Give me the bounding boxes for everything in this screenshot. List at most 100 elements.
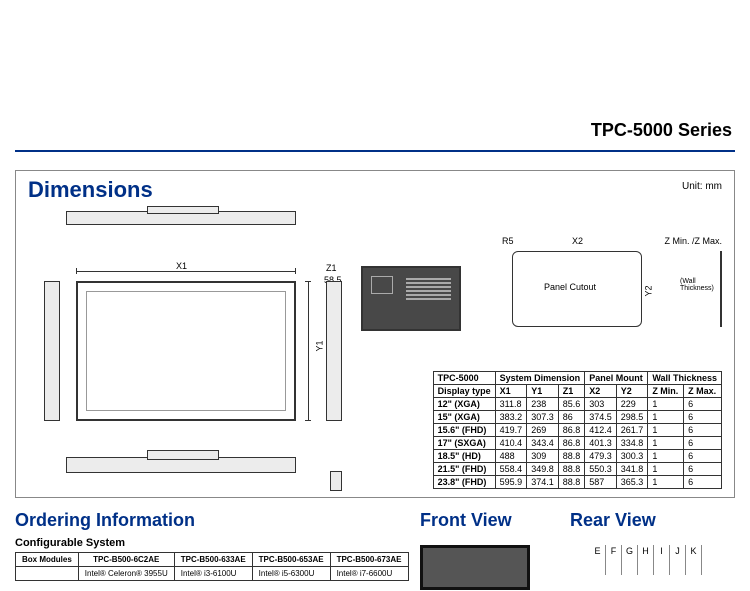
z1-label: Z1 bbox=[326, 263, 337, 273]
table-row: 21.5" (FHD)558.4349.888.8550.3341.816 bbox=[433, 463, 721, 476]
cell: 374.1 bbox=[527, 476, 559, 489]
cell: 6 bbox=[684, 437, 722, 450]
cell: 303 bbox=[585, 398, 617, 411]
wall-thickness-label: (Wall Thickness) bbox=[680, 278, 730, 292]
bottom-profile-drawing bbox=[66, 457, 296, 473]
cell: 401.3 bbox=[585, 437, 617, 450]
cell: 374.5 bbox=[585, 411, 617, 424]
legend-letter: H bbox=[638, 545, 654, 575]
cell: 1 bbox=[648, 437, 684, 450]
table-row: Display typeX1Y1Z1X2Y2Z Min.Z Max. bbox=[433, 385, 721, 398]
cell: 1 bbox=[648, 450, 684, 463]
cell: 6 bbox=[684, 463, 722, 476]
cell: 488 bbox=[495, 450, 527, 463]
cell: 229 bbox=[616, 398, 648, 411]
cell: 341.8 bbox=[616, 463, 648, 476]
cell: 410.4 bbox=[495, 437, 527, 450]
cell: 15" (XGA) bbox=[433, 411, 495, 424]
table-row: 23.8" (FHD)595.9374.188.8587365.316 bbox=[433, 476, 721, 489]
cell: 298.5 bbox=[616, 411, 648, 424]
cell: 238 bbox=[527, 398, 559, 411]
th: X1 bbox=[495, 385, 527, 398]
y1-label: Y1 bbox=[315, 340, 325, 351]
cell: 309 bbox=[527, 450, 559, 463]
cell: 587 bbox=[585, 476, 617, 489]
rear-vents bbox=[406, 278, 451, 304]
zminmax-label: Z Min. /Z Max. bbox=[664, 236, 722, 246]
rear-view-heading: Rear View bbox=[570, 510, 656, 531]
cell: 6 bbox=[684, 424, 722, 437]
table-row: 12" (XGA)311.823885.630322916 bbox=[433, 398, 721, 411]
cell: 383.2 bbox=[495, 411, 527, 424]
front-panel-inner bbox=[86, 291, 286, 411]
cell: TPC-B500-673AE bbox=[330, 553, 408, 567]
cell: 300.3 bbox=[616, 450, 648, 463]
table-row: 17" (SXGA)410.4343.486.8401.3334.816 bbox=[433, 437, 721, 450]
cell: 86.8 bbox=[558, 437, 585, 450]
rear-io-box bbox=[371, 276, 393, 294]
cell: 86.8 bbox=[558, 424, 585, 437]
cell: 12" (XGA) bbox=[433, 398, 495, 411]
legend-letter: F bbox=[606, 545, 622, 575]
cell: 1 bbox=[648, 411, 684, 424]
th: Y2 bbox=[616, 385, 648, 398]
cell: TPC-B500-633AE bbox=[174, 553, 252, 567]
table-row: 15" (XGA)383.2307.386374.5298.516 bbox=[433, 411, 721, 424]
ordering-table: Box ModulesTPC-B500-6C2AETPC-B500-633AET… bbox=[15, 552, 409, 581]
cell: 311.8 bbox=[495, 398, 527, 411]
bottom-side-drawing bbox=[330, 471, 342, 491]
cell: 17" (SXGA) bbox=[433, 437, 495, 450]
table-row: Box ModulesTPC-B500-6C2AETPC-B500-633AET… bbox=[16, 553, 409, 567]
ordering-section: Ordering Information Configurable System… bbox=[15, 510, 409, 581]
table-row: 18.5" (HD)48830988.8479.3300.316 bbox=[433, 450, 721, 463]
cell: 88.8 bbox=[558, 450, 585, 463]
cell: TPC-B500-653AE bbox=[252, 553, 330, 567]
top-profile-drawing bbox=[66, 211, 296, 225]
rear-drawing bbox=[361, 266, 461, 331]
right-profile-drawing bbox=[326, 281, 342, 421]
cell: 419.7 bbox=[495, 424, 527, 437]
cell: 334.8 bbox=[616, 437, 648, 450]
cell: Box Modules bbox=[16, 553, 79, 567]
th: Z Min. bbox=[648, 385, 684, 398]
th-sysdim: System Dimension bbox=[495, 372, 585, 385]
front-view-render bbox=[420, 545, 530, 590]
left-profile-drawing bbox=[44, 281, 60, 421]
cutout-text: Panel Cutout bbox=[544, 282, 596, 292]
y1-dimension-line bbox=[308, 281, 309, 421]
cell: 6 bbox=[684, 398, 722, 411]
cell: Intel® i5-6300U bbox=[252, 567, 330, 581]
cell: 15.6" (FHD) bbox=[433, 424, 495, 437]
th-panelmount: Panel Mount bbox=[585, 372, 648, 385]
unit-label: Unit: mm bbox=[682, 181, 722, 192]
cell: 6 bbox=[684, 450, 722, 463]
panel-cutout-drawing: R5 X2 Z Min. /Z Max. Panel Cutout Y2 (Wa… bbox=[492, 236, 722, 336]
legend-letter: E bbox=[590, 545, 606, 575]
cell: 6 bbox=[684, 411, 722, 424]
th-wallthick: Wall Thickness bbox=[648, 372, 722, 385]
cell: TPC-B500-6C2AE bbox=[78, 553, 174, 567]
cell: 261.7 bbox=[616, 424, 648, 437]
legend-letter: I bbox=[654, 545, 670, 575]
cell: Intel® i7-6600U bbox=[330, 567, 408, 581]
cell: 1 bbox=[648, 398, 684, 411]
cell: 349.8 bbox=[527, 463, 559, 476]
cell: 18.5" (HD) bbox=[433, 450, 495, 463]
cell: 1 bbox=[648, 424, 684, 437]
th: Y1 bbox=[527, 385, 559, 398]
x1-label: X1 bbox=[176, 261, 187, 271]
table-row: Intel® Celeron® 3955UIntel® i3-6100UInte… bbox=[16, 567, 409, 581]
legend-letter: K bbox=[686, 545, 702, 575]
x2-label: X2 bbox=[572, 236, 583, 246]
x1-dimension-line bbox=[76, 271, 296, 272]
rear-view-legend: EFGHIJK bbox=[590, 545, 702, 575]
cell: 88.8 bbox=[558, 463, 585, 476]
y2-label: Y2 bbox=[643, 285, 653, 296]
legend-letter: J bbox=[670, 545, 686, 575]
table-row: 15.6" (FHD)419.726986.8412.4261.716 bbox=[433, 424, 721, 437]
th: Z Max. bbox=[684, 385, 722, 398]
cell: 595.9 bbox=[495, 476, 527, 489]
th: X2 bbox=[585, 385, 617, 398]
cell: 550.3 bbox=[585, 463, 617, 476]
dimension-drawings: X1 Z1 58.5 Y1 bbox=[26, 211, 346, 491]
